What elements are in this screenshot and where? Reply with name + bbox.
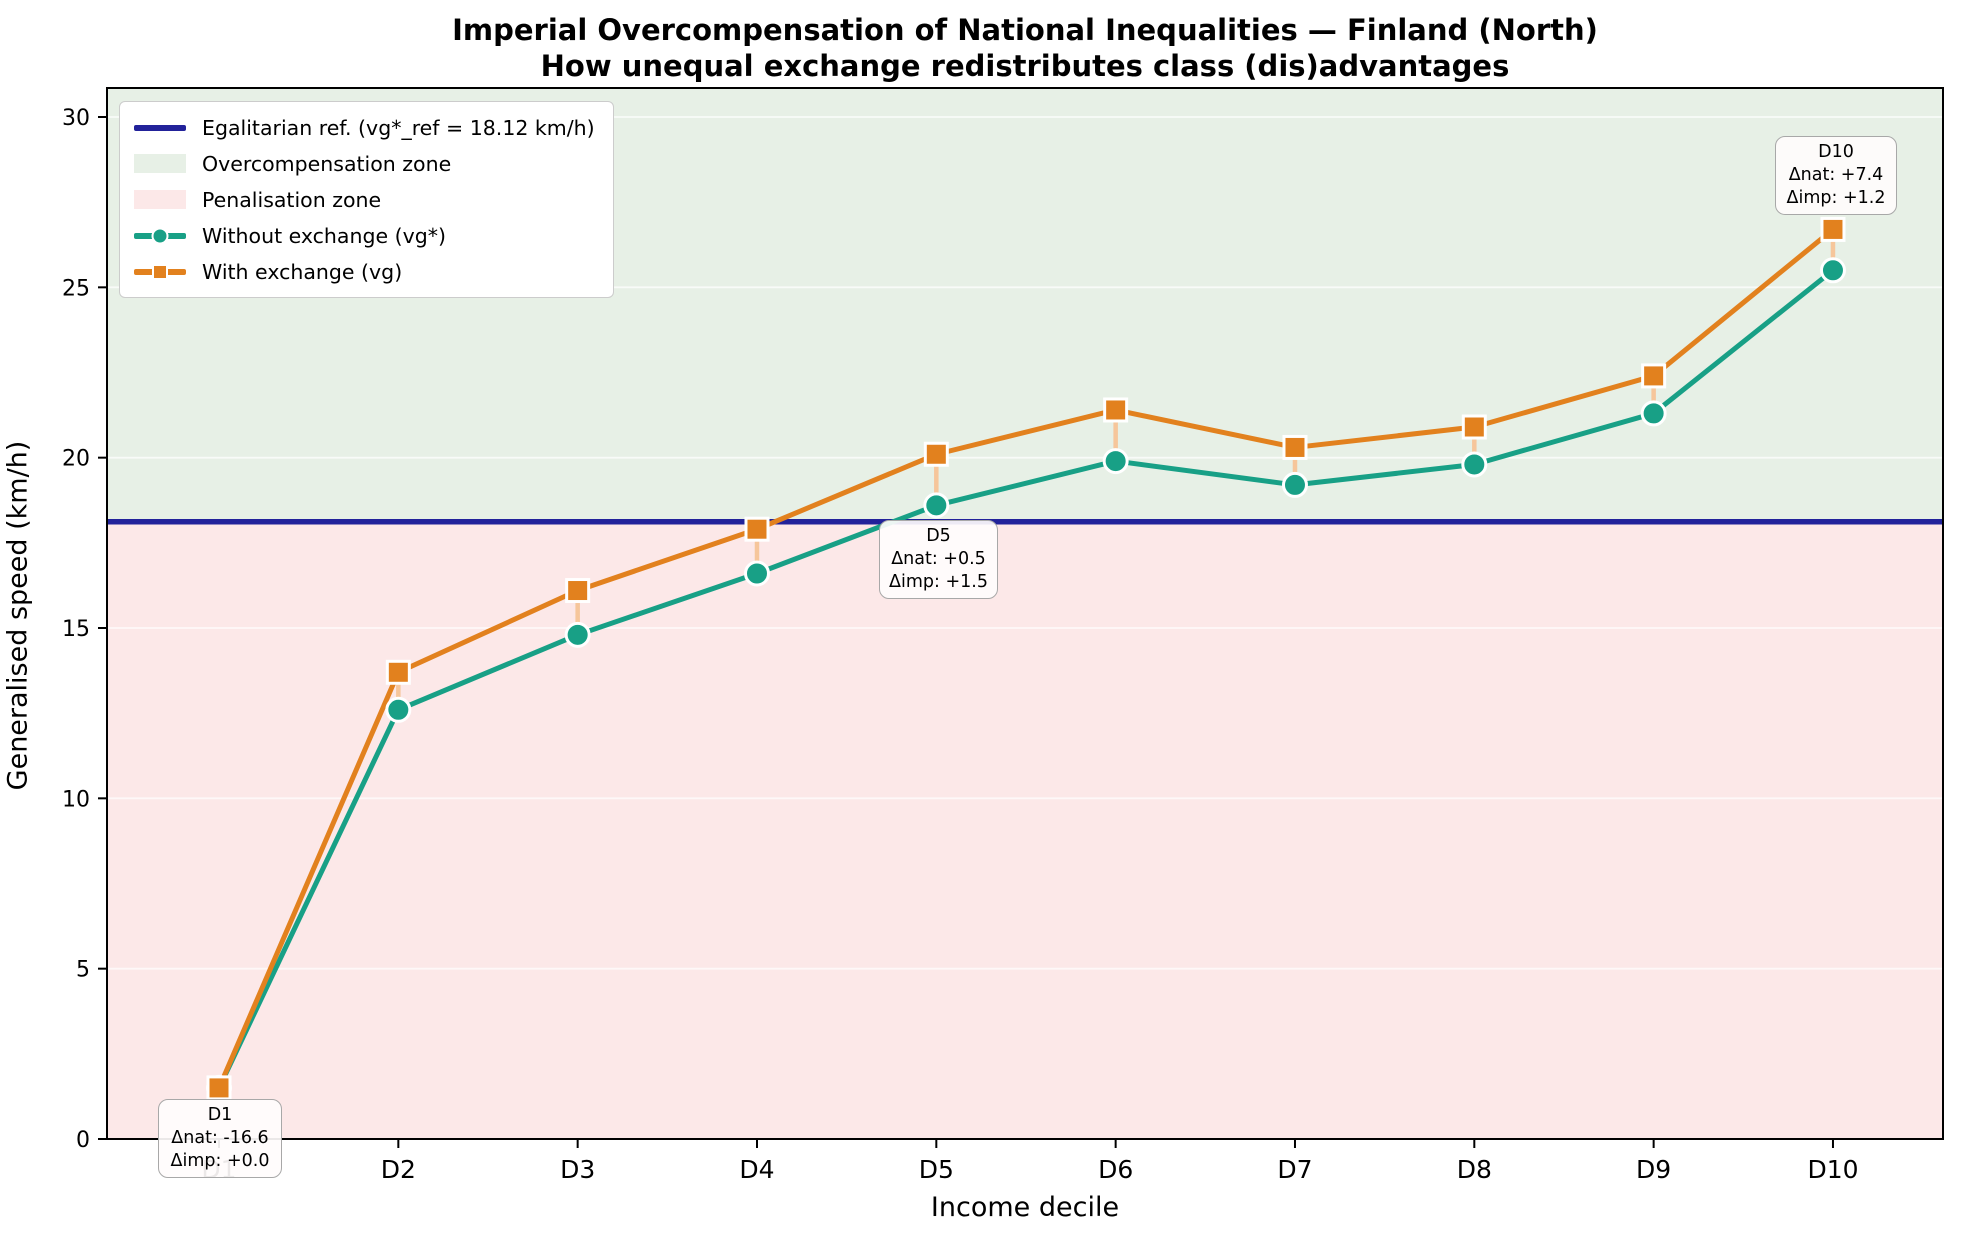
x-tick-label: D8: [1457, 1155, 1492, 1184]
data-point-square: [206, 1075, 232, 1101]
without-exchange-swatch-icon: [134, 227, 186, 244]
x-tick-label: D10: [1807, 1155, 1858, 1184]
legend-label-penalisation: Penalisation zone: [202, 187, 382, 212]
series-line-with-exchange: [216, 226, 1836, 1091]
penalisation-zone: [107, 521, 1943, 1139]
data-point-square: [1103, 397, 1129, 423]
legend-item-penalisation: Penalisation zone: [134, 186, 595, 213]
with-exchange-swatch-icon: [134, 263, 186, 280]
annotation-d1-nat: Δnat: -16.6: [171, 1128, 269, 1149]
chart-subtitle: How unequal exchange redistributes class…: [540, 49, 1510, 83]
x-axis-label: Income decile: [930, 1192, 1120, 1223]
legend-item-overcompensation: Overcompensation zone: [134, 150, 595, 177]
legend-label-without-exchange: Without exchange (vg*): [202, 223, 447, 248]
data-point-square: [744, 516, 770, 542]
annotation-d5-title: D5: [926, 526, 951, 546]
chart-legend: Egalitarian ref. (vg*_ref = 18.12 km/h) …: [119, 101, 614, 298]
annotation-d1-title: D1: [207, 1105, 233, 1125]
data-point-circle: [743, 560, 770, 587]
data-point-circle: [1819, 257, 1846, 284]
y-tick-label: 15: [62, 617, 90, 642]
plot-border: [106, 87, 1944, 1140]
data-point-circle: [385, 696, 412, 723]
x-tick-label: D5: [919, 1155, 954, 1184]
legend-label-reference: Egalitarian ref. (vg*_ref = 18.12 km/h): [202, 115, 595, 140]
penalisation-swatch-icon: [134, 190, 186, 209]
y-axis-label: Generalised speed (km/h): [2, 440, 34, 791]
x-tick-label: D6: [1098, 1155, 1133, 1184]
annotation-d10-imp: Δimp: +1.2: [1786, 188, 1886, 209]
data-point-square: [1641, 363, 1667, 389]
data-point-square: [1282, 434, 1308, 460]
data-point-square: [565, 578, 591, 604]
y-tick-label: 0: [76, 1128, 90, 1153]
y-tick-label: 10: [62, 787, 90, 812]
reference-line-swatch-icon: [134, 124, 186, 131]
annotation-d10: D10 Δnat: +7.4 Δimp: +1.2: [1775, 136, 1897, 216]
legend-label-overcompensation: Overcompensation zone: [202, 151, 452, 176]
x-tick-label: D9: [1636, 1155, 1671, 1184]
square-marker-icon: [152, 263, 168, 280]
chart-title: Imperial Overcompensation of National In…: [452, 13, 1598, 47]
y-tick-label: 20: [62, 447, 90, 472]
legend-item-reference: Egalitarian ref. (vg*_ref = 18.12 km/h): [134, 114, 595, 141]
overcompensation-swatch-icon: [134, 154, 186, 173]
series-line-without-exchange: [216, 267, 1836, 1091]
annotation-d10-nat: Δnat: +7.4: [1788, 165, 1884, 186]
y-tick-label: 5: [76, 958, 90, 983]
annotation-d10-title: D10: [1818, 142, 1854, 162]
legend-label-with-exchange: With exchange (vg): [202, 259, 403, 284]
data-point-circle: [1461, 451, 1488, 478]
data-point-circle: [1640, 400, 1667, 427]
x-tick-label: D2: [381, 1155, 416, 1184]
annotation-d1: D1 Δnat: -16.6 Δimp: +0.0: [158, 1099, 282, 1179]
annotation-d5: D5 Δnat: +0.5 Δimp: +1.5: [879, 520, 998, 600]
data-point-square: [385, 659, 411, 685]
x-tick-label: D4: [739, 1155, 774, 1184]
circle-marker-icon: [151, 227, 169, 244]
data-point-circle: [564, 621, 591, 648]
y-tick-label: 30: [62, 106, 90, 131]
x-tick-label: D7: [1277, 1155, 1312, 1184]
legend-item-without-exchange: Without exchange (vg*): [134, 222, 595, 249]
data-point-square: [1820, 216, 1846, 242]
annotation-d5-nat: Δnat: +0.5: [891, 549, 986, 570]
data-point-circle: [1281, 471, 1308, 498]
data-point-circle: [1102, 448, 1129, 475]
annotation-d1-imp: Δimp: +0.0: [170, 1151, 270, 1172]
data-point-circle: [923, 492, 950, 519]
annotation-d5-imp: Δimp: +1.5: [889, 572, 988, 593]
legend-item-with-exchange: With exchange (vg): [134, 258, 595, 285]
x-tick-label: D3: [560, 1155, 595, 1184]
data-point-square: [1461, 414, 1487, 440]
data-point-square: [923, 441, 949, 467]
y-tick-label: 25: [62, 276, 90, 301]
